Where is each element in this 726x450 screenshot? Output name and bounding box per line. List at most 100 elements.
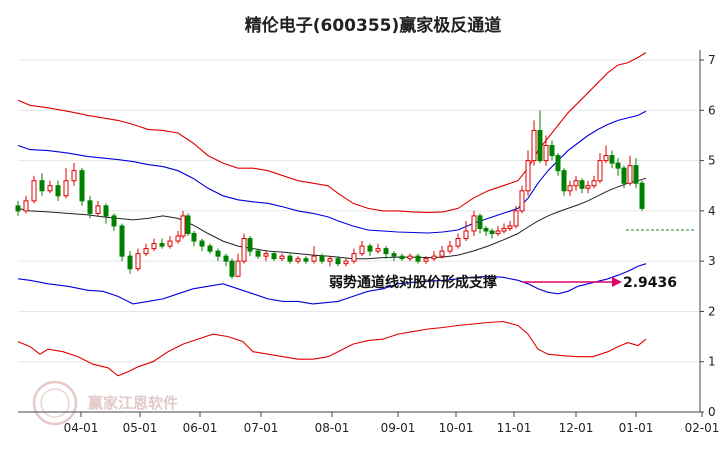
candle-87 — [639, 180, 645, 211]
candle-body — [319, 255, 325, 262]
candle-body — [215, 250, 221, 257]
candle-17 — [151, 238, 157, 252]
candle-8 — [79, 168, 85, 206]
candle-body — [207, 245, 213, 252]
candle-body — [55, 185, 61, 197]
ytick-label-4: 4 — [708, 204, 716, 218]
candle-34 — [271, 251, 277, 262]
candle-3 — [39, 173, 45, 196]
candle-body — [87, 200, 93, 214]
candle-30 — [241, 233, 247, 264]
candle-body — [159, 243, 165, 247]
candle-body — [603, 155, 609, 162]
candle-body — [327, 258, 333, 262]
candle-46 — [367, 243, 373, 257]
candle-12 — [111, 213, 117, 231]
candle-37 — [295, 256, 301, 264]
candle-body — [135, 253, 141, 270]
candle-19 — [167, 236, 173, 249]
candle-body — [343, 260, 349, 265]
candle-body — [573, 180, 579, 187]
candle-80 — [597, 153, 603, 184]
candle-5 — [55, 180, 61, 201]
channel-bands — [17, 52, 647, 377]
candle-22 — [185, 213, 191, 237]
candle-35 — [279, 253, 285, 262]
annotation-arrowhead — [612, 277, 622, 287]
xtick-label-07-01: 07-01 — [244, 421, 279, 435]
candle-33 — [263, 251, 269, 262]
candle-39 — [311, 246, 317, 264]
candle-10 — [95, 200, 101, 216]
band-upper_outer — [17, 52, 647, 213]
candle-67 — [519, 185, 525, 214]
candle-body — [295, 258, 301, 262]
candle-43 — [343, 258, 349, 267]
candle-body — [185, 215, 191, 235]
candle-body — [71, 170, 77, 182]
candle-body — [47, 185, 53, 192]
candle-71 — [543, 135, 549, 166]
candle-body — [127, 255, 133, 270]
candle-body — [335, 258, 341, 265]
candle-72 — [549, 140, 555, 161]
candle-body — [399, 255, 405, 260]
ytick-label-7: 7 — [708, 53, 716, 67]
candle-body — [199, 240, 205, 247]
candle-31 — [247, 236, 253, 257]
candle-81 — [603, 145, 609, 164]
candle-body — [639, 182, 645, 209]
xtick-label-09-01: 09-01 — [381, 421, 416, 435]
candle-47 — [375, 243, 381, 254]
candle-49 — [391, 251, 397, 262]
xtick-label-01-01: 01-01 — [619, 421, 654, 435]
candle-body — [633, 165, 639, 184]
candle-86 — [633, 158, 639, 189]
candle-body — [477, 215, 483, 229]
candle-body — [39, 180, 45, 192]
candle-body — [597, 160, 603, 182]
candle-body — [241, 238, 247, 262]
xtick-label-11-01: 11-01 — [497, 421, 532, 435]
candle-64 — [501, 223, 507, 234]
candle-70 — [537, 110, 543, 164]
candle-body — [537, 129, 543, 162]
candle-body — [311, 255, 317, 262]
candle-83 — [615, 158, 621, 176]
candle-77 — [579, 178, 585, 194]
candle-body — [407, 255, 413, 260]
band-lower_inner — [17, 263, 647, 305]
ytick-label-5: 5 — [708, 154, 716, 168]
xtick-label-04-01: 04-01 — [64, 421, 99, 435]
candle-body — [151, 243, 157, 250]
candle-75 — [567, 180, 573, 196]
candle-body — [471, 215, 477, 232]
candle-body — [455, 238, 461, 247]
candle-body — [191, 233, 197, 242]
watermark-text: 赢家江恩软件 — [88, 394, 178, 412]
candle-82 — [609, 150, 615, 169]
candle-body — [359, 245, 365, 255]
support-annotation: 弱势通道线对股价形成支撑 2.9436 — [329, 274, 677, 291]
candle-68 — [525, 150, 531, 196]
candle-79 — [591, 175, 597, 189]
candle-65 — [507, 220, 513, 231]
annotation-value: 2.9436 — [623, 275, 677, 291]
candle-85 — [627, 155, 633, 186]
candle-body — [501, 227, 507, 232]
xtick-label-06-01: 06-01 — [183, 421, 218, 435]
candle-body — [229, 260, 235, 277]
candle-body — [235, 260, 241, 277]
candle-42 — [335, 256, 341, 267]
candle-body — [447, 245, 453, 252]
candle-body — [585, 185, 591, 189]
candle-body — [463, 230, 469, 240]
candle-body — [271, 253, 277, 260]
band-upper_inner — [17, 110, 647, 234]
candle-20 — [175, 231, 181, 244]
candle-body — [439, 250, 445, 257]
candle-body — [431, 255, 437, 260]
candle-51 — [407, 253, 413, 262]
xtick-label-05-01: 05-01 — [123, 421, 158, 435]
